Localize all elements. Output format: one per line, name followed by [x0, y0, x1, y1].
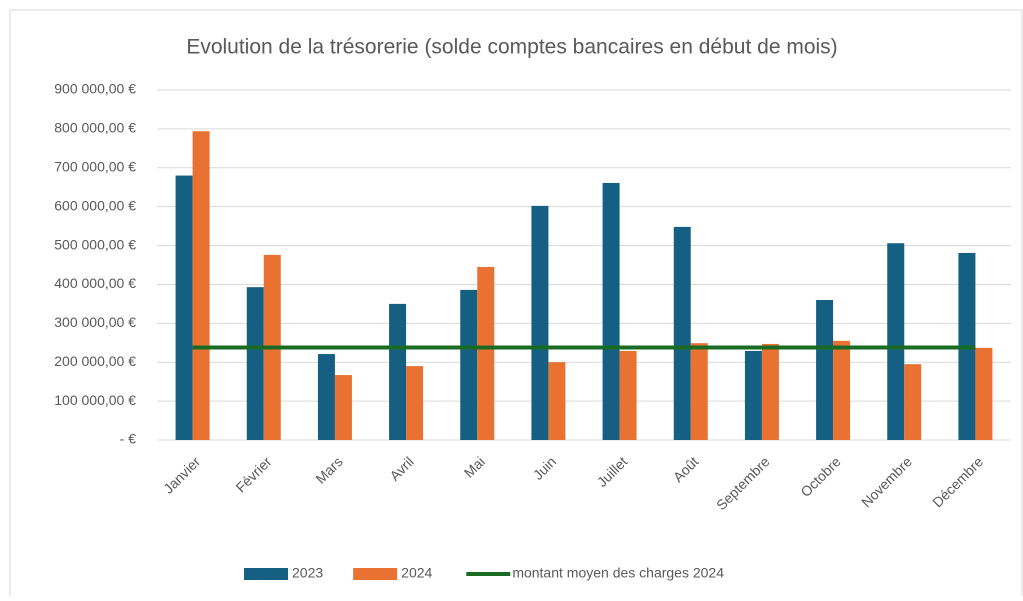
y-tick-label: 100 000,00 €: [54, 392, 136, 408]
y-tick-label: 800 000,00 €: [54, 120, 136, 136]
chart-title: Evolution de la trésorerie (solde compte…: [186, 36, 837, 59]
y-tick-label: 300 000,00 €: [54, 314, 136, 330]
bar: [317, 354, 335, 440]
y-tick-label: - €: [120, 431, 137, 447]
bar: [602, 182, 620, 440]
legend-label: montant moyen des charges 2024: [512, 565, 724, 581]
bar: [192, 131, 210, 440]
bar: [531, 205, 549, 440]
bar: [477, 266, 495, 440]
bar: [389, 303, 407, 440]
y-tick-label: 200 000,00 €: [54, 353, 136, 369]
legend-swatch: [244, 568, 288, 580]
bar: [246, 287, 264, 440]
bar: [690, 343, 708, 440]
bar: [406, 366, 424, 440]
bar: [887, 243, 905, 440]
bar: [904, 364, 922, 440]
bar: [744, 350, 762, 440]
bar: [975, 347, 993, 440]
y-tick-label: 500 000,00 €: [54, 236, 136, 252]
y-tick-label: 600 000,00 €: [54, 197, 136, 213]
bar: [175, 175, 193, 441]
y-tick-label: 900 000,00 €: [54, 81, 136, 97]
legend-label: 2024: [401, 565, 432, 581]
bar: [460, 289, 478, 440]
bar: [833, 340, 851, 440]
legend-swatch: [353, 568, 398, 580]
y-tick-label: 700 000,00 €: [54, 158, 136, 174]
bar: [816, 300, 834, 440]
bar: [334, 375, 352, 440]
bar: [761, 343, 779, 440]
y-tick-label: 400 000,00 €: [54, 275, 136, 291]
bar: [548, 362, 566, 440]
legend-label: 2023: [292, 565, 323, 581]
bar: [619, 350, 637, 440]
bar: [673, 226, 691, 440]
